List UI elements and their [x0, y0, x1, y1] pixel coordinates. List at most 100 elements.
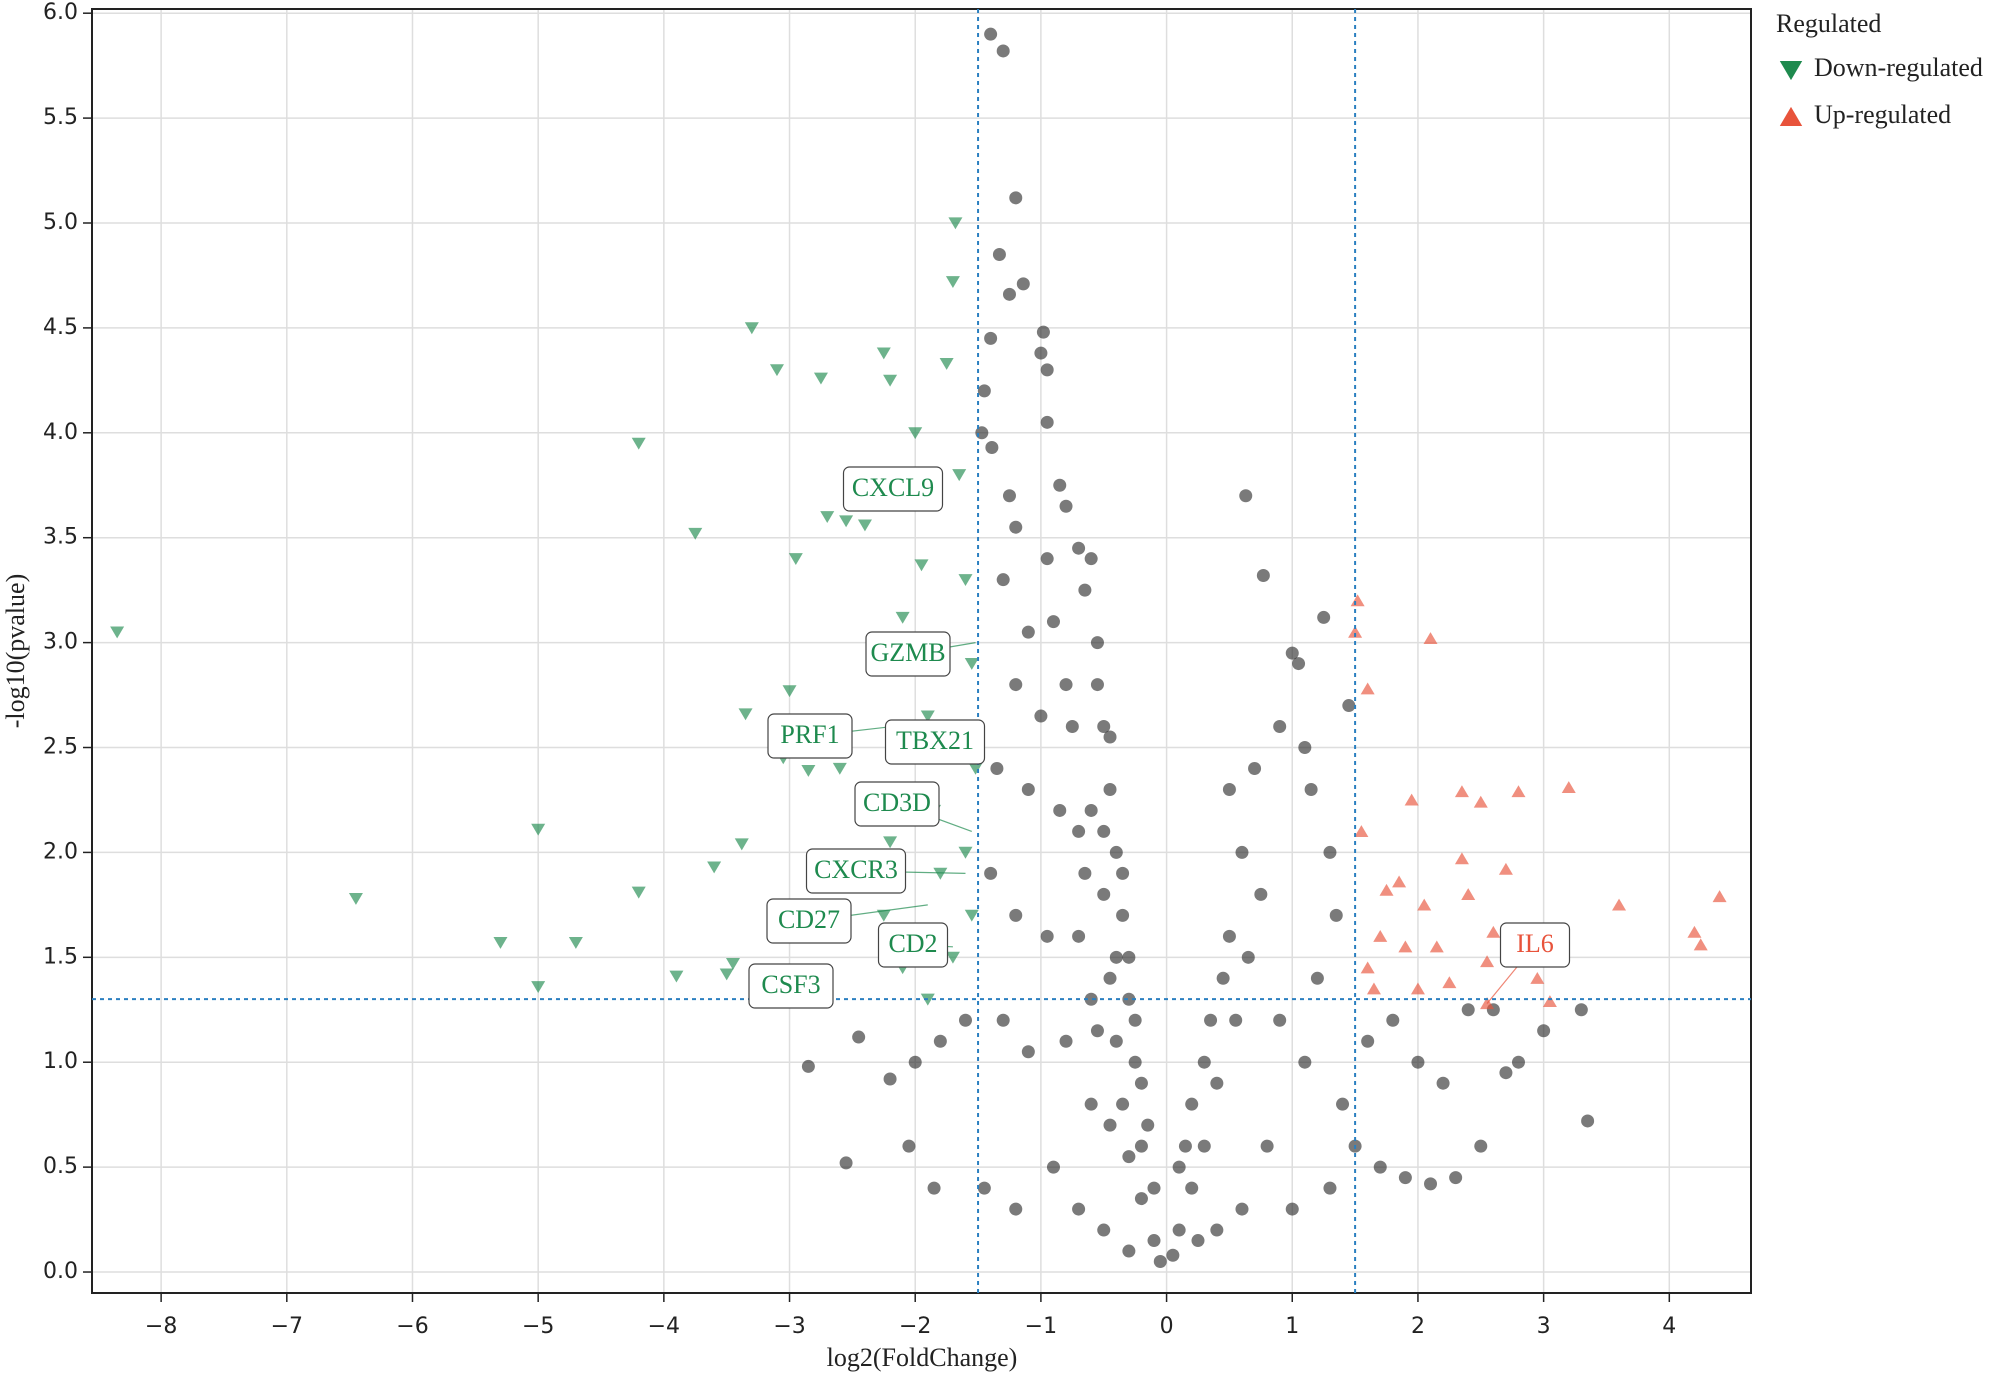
point: [1016, 277, 1030, 291]
point: [1178, 1139, 1192, 1153]
point: [839, 515, 854, 528]
point: [801, 1059, 815, 1073]
point: [1292, 657, 1306, 671]
point: [1036, 325, 1050, 339]
point: [883, 1072, 897, 1086]
point: [1687, 925, 1702, 938]
point: [738, 708, 753, 721]
point: [1417, 898, 1432, 911]
point: [952, 469, 967, 482]
point: [1360, 682, 1375, 695]
y-tick-label: 0.0: [43, 1259, 78, 1284]
point: [964, 657, 979, 670]
gene-label: TBX21: [896, 726, 974, 755]
point: [1134, 1076, 1148, 1090]
point: [1361, 1034, 1375, 1048]
x-tick-label: −5: [522, 1314, 554, 1339]
point: [876, 347, 891, 360]
point: [984, 331, 998, 345]
point: [1072, 541, 1086, 555]
point: [1084, 552, 1098, 566]
point: [1530, 971, 1545, 984]
point: [1078, 583, 1092, 597]
point: [1398, 1171, 1412, 1185]
x-tick-label: −8: [145, 1314, 177, 1339]
label-box: [842, 466, 944, 512]
point: [769, 364, 784, 377]
y-tick-label: 1.5: [43, 944, 78, 969]
point: [996, 573, 1010, 587]
point: [1229, 1013, 1243, 1027]
point: [1009, 908, 1023, 922]
point: [832, 762, 847, 775]
point: [1059, 1034, 1073, 1048]
x-tick-label: 0: [1160, 1314, 1174, 1339]
point: [895, 611, 910, 624]
point: [1109, 845, 1123, 859]
point: [933, 1034, 947, 1048]
point: [1537, 1024, 1551, 1038]
point: [1084, 1097, 1098, 1111]
point: [1009, 191, 1023, 205]
point: [1109, 950, 1123, 964]
point: [531, 823, 546, 836]
point: [1473, 795, 1488, 808]
point: [1304, 782, 1318, 796]
point: [857, 519, 872, 532]
point: [1072, 929, 1086, 943]
point: [852, 1030, 866, 1044]
point: [1273, 1013, 1287, 1027]
point: [1329, 908, 1343, 922]
point: [996, 44, 1010, 58]
point: [707, 861, 722, 874]
point: [1046, 1160, 1060, 1174]
point: [1147, 1181, 1161, 1195]
point: [908, 1055, 922, 1069]
point: [1411, 1055, 1425, 1069]
point: [1072, 824, 1086, 838]
point: [1454, 852, 1469, 865]
point: [1210, 1223, 1224, 1237]
point: [1612, 898, 1627, 911]
point: [1172, 1160, 1186, 1174]
point: [939, 357, 954, 370]
point: [1204, 1013, 1218, 1027]
y-tick-label: 3.5: [43, 525, 78, 550]
legend-title: Regulated: [1776, 9, 1881, 38]
point: [1542, 995, 1557, 1007]
point: [1222, 782, 1236, 796]
gene-label: CD3D: [863, 788, 931, 817]
label-box: [767, 713, 853, 759]
point: [1191, 1234, 1205, 1248]
point: [1122, 950, 1136, 964]
point: [984, 27, 998, 41]
point: [1097, 824, 1111, 838]
point: [1009, 520, 1023, 534]
point: [813, 372, 828, 385]
point: [1059, 678, 1073, 692]
point: [782, 685, 797, 698]
x-tick-label: −6: [396, 1314, 428, 1339]
y-axis-label: -log10(pvalue): [1, 574, 30, 729]
point: [1197, 1055, 1211, 1069]
point: [1373, 1160, 1387, 1174]
point: [977, 1181, 991, 1195]
point: [1323, 845, 1337, 859]
point: [1097, 720, 1111, 734]
point: [1122, 1244, 1136, 1258]
label-box: [854, 781, 940, 827]
point: [883, 836, 898, 849]
point: [1248, 761, 1262, 775]
point: [1511, 785, 1526, 798]
point: [1241, 950, 1255, 964]
point: [1511, 1055, 1525, 1069]
point: [1097, 1223, 1111, 1237]
point: [1065, 720, 1079, 734]
point: [1424, 1177, 1438, 1191]
point: [1097, 887, 1111, 901]
legend-label: Up-regulated: [1814, 100, 1951, 129]
label-box: [748, 963, 834, 1009]
gene-label: CSF3: [761, 970, 820, 999]
point: [1021, 782, 1035, 796]
y-tick-label: 3.0: [43, 630, 78, 655]
